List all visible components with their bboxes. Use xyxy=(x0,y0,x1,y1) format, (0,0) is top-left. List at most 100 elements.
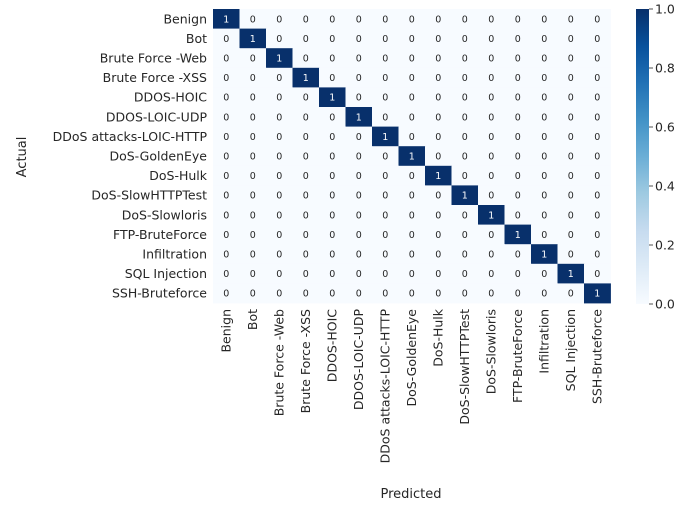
cell-value-label: 0 xyxy=(462,54,468,65)
heatmap-cell xyxy=(584,28,611,49)
heatmap-cell xyxy=(266,283,293,304)
cell-value-label: 0 xyxy=(382,93,388,104)
x-tick-label: Benign xyxy=(218,309,233,353)
heatmap-cell xyxy=(213,185,240,206)
heatmap-cell xyxy=(531,28,558,49)
cell-value-label: 0 xyxy=(382,14,388,25)
cell-value-label: 0 xyxy=(276,14,282,25)
heatmap-cell xyxy=(266,126,293,147)
y-tick-label: DDOS-HOIC xyxy=(134,90,207,105)
x-tick-label: DoS-Hulk xyxy=(430,308,445,367)
cell-value-label: 0 xyxy=(488,54,494,65)
heatmap-cell xyxy=(504,107,532,127)
heatmap-cell xyxy=(584,67,611,88)
cell-value-label: 0 xyxy=(329,210,335,221)
heatmap-cell xyxy=(557,107,585,127)
heatmap-cells xyxy=(213,9,611,304)
heatmap-cell xyxy=(504,224,532,245)
cell-value-label: 0 xyxy=(382,54,388,65)
heatmap-cell xyxy=(531,87,558,108)
cell-value-label: 0 xyxy=(329,230,335,241)
cell-value-label: 0 xyxy=(515,191,521,202)
heatmap-cell xyxy=(425,165,452,186)
heatmap-cell xyxy=(531,48,558,69)
heatmap-cell xyxy=(398,224,426,245)
cell-value-label: 0 xyxy=(435,250,441,261)
cell-value-label: 1 xyxy=(462,191,468,202)
cell-value-label: 0 xyxy=(303,230,309,241)
cell-value-label: 0 xyxy=(541,34,547,45)
heatmap-cell xyxy=(557,126,585,147)
heatmap-cell xyxy=(478,67,505,88)
heatmap-cell xyxy=(425,205,452,225)
heatmap-cell xyxy=(531,146,558,167)
cell-value-label: 0 xyxy=(488,152,494,163)
x-tick-labels: Benign Bot Brute Force -Web Brute Force -XS… xyxy=(218,308,604,463)
cell-value-label: 1 xyxy=(409,152,415,163)
heatmap-cell xyxy=(584,283,611,304)
heatmap-cell xyxy=(531,9,558,29)
cell-value-label: 0 xyxy=(303,112,309,123)
heatmap-cell xyxy=(398,107,426,127)
cell-value-label: 0 xyxy=(303,289,309,300)
cell-value-label: 0 xyxy=(462,132,468,143)
cell-value-label: 0 xyxy=(250,191,256,202)
cell-value-label: 0 xyxy=(223,112,229,123)
heatmap-cell xyxy=(531,205,558,225)
cell-value-label: 0 xyxy=(568,14,574,25)
heatmap-cell xyxy=(213,146,240,167)
cell-value-label: 0 xyxy=(515,93,521,104)
x-tick-label: DoS-Slowloris xyxy=(483,309,498,394)
heatmap-cell xyxy=(584,87,611,108)
cell-value-label: 0 xyxy=(250,73,256,84)
heatmap-cell xyxy=(372,205,399,225)
heatmap-cell xyxy=(372,9,399,29)
heatmap-cell xyxy=(557,146,585,167)
heatmap-cell xyxy=(213,48,240,69)
heatmap-cell xyxy=(372,244,399,265)
cell-value-label: 0 xyxy=(303,132,309,143)
cell-value-label: 0 xyxy=(435,289,441,300)
heatmap-cell xyxy=(398,87,426,108)
cell-value-label: 0 xyxy=(329,289,335,300)
heatmap-cell xyxy=(213,67,240,88)
heatmap-cell xyxy=(504,9,532,29)
heatmap-cell xyxy=(478,205,505,225)
heatmap-cell xyxy=(451,205,479,225)
cell-value-label: 0 xyxy=(356,93,362,104)
cell-value-label: 1 xyxy=(356,112,362,123)
heatmap-cell xyxy=(239,224,267,245)
heatmap-cell xyxy=(319,48,346,69)
heatmap-cell xyxy=(557,244,585,265)
heatmap-cell xyxy=(266,48,293,69)
cell-value-label: 0 xyxy=(276,34,282,45)
cell-value-label: 0 xyxy=(541,269,547,280)
heatmap-cell xyxy=(345,67,373,88)
cell-value-label: 0 xyxy=(356,171,362,182)
heatmap-cell xyxy=(345,28,373,49)
x-tick-label: SQL Injection xyxy=(563,309,578,391)
heatmap-cell xyxy=(319,107,346,127)
cell-value-label: 0 xyxy=(568,210,574,221)
heatmap-cell xyxy=(425,224,452,245)
cell-value-label: 0 xyxy=(435,14,441,25)
cell-value-label: 0 xyxy=(382,289,388,300)
cell-value-label: 0 xyxy=(541,171,547,182)
heatmap-cell xyxy=(504,48,532,69)
cell-value-label: 0 xyxy=(356,34,362,45)
heatmap-cell xyxy=(239,165,267,186)
cell-value-label: 0 xyxy=(409,34,415,45)
cell-value-label: 0 xyxy=(303,54,309,65)
cell-value-label: 0 xyxy=(303,250,309,261)
heatmap-cell xyxy=(451,107,479,127)
cell-value-label: 0 xyxy=(488,34,494,45)
cell-value-label: 0 xyxy=(541,191,547,202)
heatmap-cell xyxy=(478,28,505,49)
cell-value-label: 0 xyxy=(462,210,468,221)
heatmap-cell xyxy=(266,9,293,29)
x-tick-label: SSH-Bruteforce xyxy=(589,309,604,404)
cell-value-label: 0 xyxy=(409,191,415,202)
heatmap-cell xyxy=(584,165,611,186)
cell-value-label: 0 xyxy=(515,54,521,65)
heatmap-cell xyxy=(584,263,611,284)
